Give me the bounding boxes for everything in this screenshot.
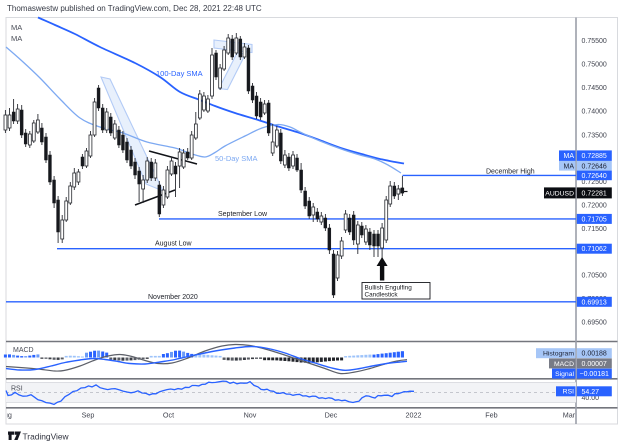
svg-text:0.72640: 0.72640 — [582, 173, 607, 180]
svg-text:0.74500: 0.74500 — [582, 85, 607, 92]
svg-text:0.72000: 0.72000 — [582, 202, 607, 209]
svg-text:RSI: RSI — [11, 386, 23, 393]
svg-text:2022: 2022 — [406, 411, 422, 420]
svg-text:MACD: MACD — [13, 347, 34, 354]
svg-text:Nov: Nov — [244, 411, 257, 420]
svg-text:December High: December High — [486, 168, 535, 175]
svg-text:0.00188: 0.00188 — [582, 351, 607, 358]
svg-text:Feb: Feb — [485, 411, 497, 420]
svg-text:Aug: Aug — [0, 411, 12, 420]
svg-text:Candlestick: Candlestick — [365, 292, 399, 299]
svg-text:Sep: Sep — [82, 411, 95, 420]
svg-text:40.00: 40.00 — [582, 395, 600, 402]
svg-text:AUDUSD: AUDUSD — [545, 190, 574, 197]
svg-text:September Low: September Low — [218, 211, 268, 218]
svg-text:0.00007: 0.00007 — [582, 361, 607, 368]
svg-text:0.72500: 0.72500 — [582, 179, 607, 186]
svg-text:MA: MA — [564, 163, 575, 170]
svg-text:November 2020: November 2020 — [148, 294, 198, 301]
svg-text:0.71062: 0.71062 — [582, 246, 607, 253]
svg-text:Bullish Engulfing: Bullish Engulfing — [365, 284, 413, 291]
svg-text:0.75500: 0.75500 — [582, 38, 607, 45]
svg-text:MA: MA — [564, 153, 575, 160]
svg-text:0.71705: 0.71705 — [582, 216, 607, 223]
svg-text:MA: MA — [11, 23, 22, 32]
svg-text:0.75000: 0.75000 — [582, 62, 607, 69]
svg-text:0.74000: 0.74000 — [582, 108, 607, 115]
svg-text:August Low: August Low — [155, 241, 193, 248]
svg-text:0.72885: 0.72885 — [582, 153, 607, 160]
svg-text:MA: MA — [11, 34, 22, 43]
svg-text:50-Day SMA: 50-Day SMA — [215, 154, 258, 163]
svg-text:0.69913: 0.69913 — [582, 299, 607, 306]
svg-text:0.73500: 0.73500 — [582, 132, 607, 139]
svg-text:−0.00181: −0.00181 — [580, 371, 609, 378]
svg-text:0.72646: 0.72646 — [582, 163, 607, 170]
svg-text:TradingView: TradingView — [23, 432, 70, 442]
svg-text:Oct: Oct — [163, 411, 174, 420]
svg-text:0.69500: 0.69500 — [582, 319, 607, 326]
svg-text:Mar: Mar — [563, 411, 576, 420]
svg-text:RSI: RSI — [563, 389, 574, 396]
svg-text:Thomaswestw published on Tradi: Thomaswestw published on TradingView.com… — [7, 4, 262, 13]
svg-text:54.27: 54.27 — [582, 389, 600, 396]
svg-text:Dec: Dec — [325, 411, 338, 420]
svg-text:0.71500: 0.71500 — [582, 226, 607, 233]
svg-text:100-Day SMA: 100-Day SMA — [156, 69, 203, 78]
svg-text:0.72281: 0.72281 — [582, 190, 607, 197]
svg-text:Histogram: Histogram — [543, 351, 574, 358]
svg-text:MACD: MACD — [554, 361, 574, 368]
svg-text:0.70500: 0.70500 — [582, 273, 607, 280]
svg-text:Signal: Signal — [555, 371, 574, 378]
